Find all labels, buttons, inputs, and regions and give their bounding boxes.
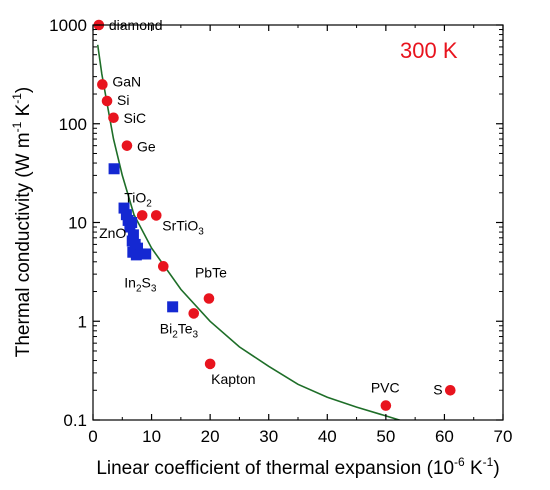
x-tick-label: 10: [142, 427, 161, 446]
y-tick-label: 100: [59, 115, 87, 134]
point-label-text: TiO: [124, 189, 146, 205]
point-label-sub: 3: [198, 226, 204, 237]
square-point: [140, 248, 152, 260]
x-axis-title-unit: K: [465, 458, 483, 479]
y-axis-title-exp1: -1: [10, 121, 24, 132]
x-axis-title-unit-exp: -1: [483, 455, 494, 469]
x-tick-label: 60: [435, 427, 454, 446]
point-label: TiO2: [124, 189, 152, 209]
point-label: Bi2Te3: [160, 320, 199, 340]
circle-point: [204, 358, 216, 370]
point-label: Kapton: [211, 371, 255, 387]
circle-point: [380, 400, 392, 411]
point-label: Ge: [137, 139, 156, 155]
x-ticks-layer: 0 10 20 30 40 50 60 70: [88, 25, 512, 446]
circle-point: [157, 261, 169, 272]
point-label: SiC: [124, 110, 147, 126]
circle-point: [136, 210, 148, 221]
x-axis-title: Linear coefficient of thermal expansion …: [96, 455, 499, 479]
point-labels-layer: diamondGaNSiSiCGeTiO2SrTiO3In2S3PbTeBi2T…: [99, 17, 443, 397]
point-label-text: Kapton: [211, 371, 255, 387]
point-label-sub2: 3: [151, 283, 157, 294]
point-label-text: Bi: [160, 320, 172, 336]
y-tick-label: 0.1: [63, 411, 87, 430]
x-axis-title-main: Linear coefficient of thermal expansion …: [96, 458, 454, 479]
point-label-text: PbTe: [195, 264, 227, 280]
point-label: S: [433, 381, 442, 397]
fit-curve: [96, 44, 402, 420]
point-label-sub: 2: [172, 329, 178, 340]
point-label-sub: 2: [146, 198, 152, 209]
x-tick-label: 40: [318, 427, 337, 446]
y-axis-title-close: ): [13, 87, 34, 93]
y-tick-label: 1000: [49, 16, 87, 35]
point-label-text: SrTiO: [162, 217, 198, 233]
circle-point: [150, 210, 162, 221]
point-label: Si: [117, 92, 129, 108]
square-point: [124, 221, 136, 233]
square-point: [118, 202, 130, 214]
square-cluster-label: ZnO: [99, 225, 126, 241]
point-label-text: SiC: [124, 110, 147, 126]
circle-point: [203, 293, 215, 304]
circle-point: [121, 140, 133, 151]
point-label: GaN: [112, 73, 141, 89]
y-tick-label: 1: [78, 312, 87, 331]
point-label: PVC: [371, 380, 400, 396]
square-points-layer: [108, 163, 179, 313]
fit-curve-layer: [96, 44, 402, 420]
circle-point: [101, 95, 113, 107]
x-axis-title-exp: -6: [454, 455, 465, 469]
y-axis-title: Thermal conductivity (W m-1 K-1): [10, 87, 34, 358]
y-tick-label: 10: [68, 214, 87, 233]
x-tick-label: 0: [88, 427, 97, 446]
point-label-sub: 2: [136, 283, 142, 294]
y-axis-title-mid: K: [13, 103, 34, 121]
circle-points-layer: [93, 19, 456, 411]
circle-point: [108, 112, 119, 124]
point-label: PbTe: [195, 264, 227, 280]
point-label-text: Ge: [137, 139, 156, 155]
point-label-sub2: 3: [193, 329, 199, 340]
x-tick-label: 70: [494, 427, 513, 446]
point-label-text: In: [124, 274, 136, 290]
y-axis-title-exp2: -1: [10, 93, 24, 104]
point-label-text2: Te: [178, 320, 193, 336]
x-tick-label: 30: [259, 427, 278, 446]
x-tick-label: 20: [201, 427, 220, 446]
x-axis-title-close: ): [493, 458, 499, 479]
point-label: In2S3: [124, 274, 157, 294]
square-point: [108, 163, 120, 175]
temperature-annotation: 300 K: [400, 38, 458, 63]
square-point: [167, 301, 179, 313]
point-label-text: Si: [117, 92, 129, 108]
x-tick-label: 50: [376, 427, 395, 446]
point-label-text: PVC: [371, 380, 400, 396]
square-point: [120, 209, 132, 221]
plot-frame: [92, 24, 504, 421]
circle-point: [188, 308, 200, 319]
y-axis-title-main: Thermal conductivity (W m: [13, 132, 34, 357]
y-ticks-layer: 0.1 1 10 100 1000: [49, 16, 503, 430]
point-label-text: GaN: [112, 73, 141, 89]
point-label: SrTiO3: [162, 217, 204, 237]
circle-point: [97, 79, 108, 90]
point-label-text2: S: [142, 274, 151, 290]
square-point: [127, 229, 139, 241]
circle-point: [444, 384, 456, 396]
point-label-text: S: [433, 381, 442, 397]
